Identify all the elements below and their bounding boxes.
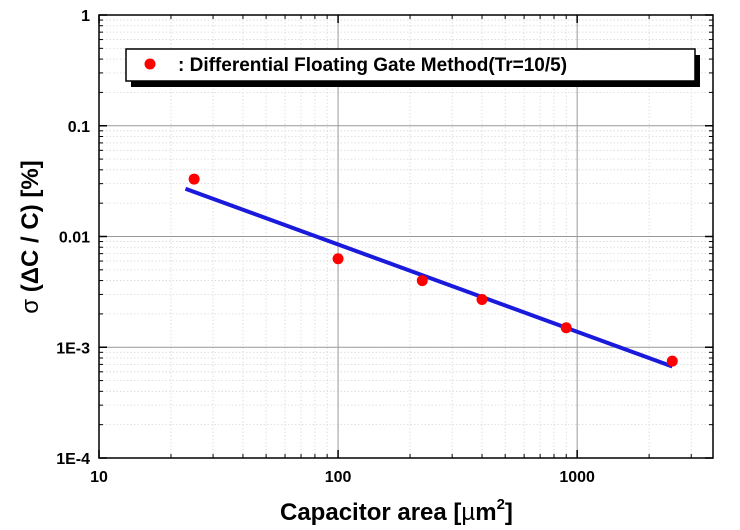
x-axis-title-unit: m: [475, 499, 496, 526]
x-tick-label: 1000: [559, 469, 595, 486]
data-points: [188, 173, 678, 367]
data-point: [188, 173, 200, 185]
data-point: [560, 322, 572, 334]
x-axis-title-main: Capacitor area [: [280, 499, 461, 526]
y-tick-label: 0.1: [68, 119, 90, 136]
x-tick-label: 10: [90, 469, 108, 486]
data-point: [332, 253, 344, 265]
y-axis-title-rest: (ΔC / C) [%]: [17, 160, 44, 299]
legend-box: [125, 48, 696, 82]
data-point: [416, 275, 428, 287]
legend-label: : Differential Floating Gate Method(Tr=1…: [178, 55, 567, 76]
data-point: [476, 293, 488, 305]
y-tick-label: 1E-4: [56, 451, 90, 468]
x-axis-title-sup: 2: [497, 496, 505, 513]
x-axis-title: Capacitor area [µm2]: [280, 496, 513, 526]
axis-ticks: [98, 14, 713, 459]
x-axis-title-mu: µ: [461, 499, 475, 526]
data-point: [666, 355, 678, 367]
y-tick-label: 0.01: [59, 230, 90, 247]
x-tick-labels: 10 100 1000: [90, 469, 595, 486]
y-axis-title: σ (ΔC / C) [%]: [17, 160, 44, 313]
y-axis-title-sigma: σ: [17, 299, 44, 314]
x-tick-label: 100: [325, 469, 352, 486]
y-tick-label: 1: [81, 8, 90, 25]
legend: : Differential Floating Gate Method(Tr=1…: [125, 48, 700, 87]
major-grid: [99, 15, 713, 458]
y-tick-labels: 1 0.1 0.01 1E-3 1E-4: [56, 8, 90, 468]
fit-line: [184, 186, 673, 369]
legend-marker: [144, 58, 156, 70]
x-axis-title-close: ]: [505, 499, 513, 526]
y-tick-label: 1E-3: [56, 340, 90, 357]
